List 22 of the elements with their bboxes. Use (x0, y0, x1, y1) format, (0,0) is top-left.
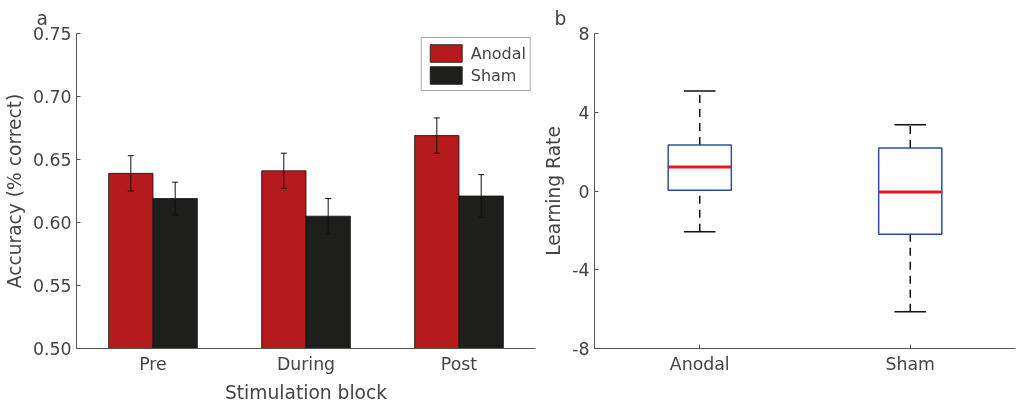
chart-title: b (554, 7, 567, 29)
y-tick-label: 8 (578, 24, 590, 44)
y-tick-label: 0.75 (32, 24, 72, 44)
y-tick-label: -4 (572, 260, 590, 281)
x-tick-label: Pre (139, 353, 167, 374)
y-tick-label: 0.70 (32, 87, 72, 107)
y-tick-label: 0.50 (32, 339, 72, 359)
y-tick-label: 0.55 (32, 276, 72, 296)
legend-label: Anodal (470, 43, 526, 63)
y-tick-label: 0 (578, 181, 590, 202)
y-tick-label: 0.60 (32, 213, 72, 233)
y-tick-label: -8 (572, 339, 590, 359)
x-axis-title: Stimulation block (224, 381, 388, 403)
y-axis-title: Learning Rate (543, 126, 565, 256)
x-tick-label: Sham (885, 353, 935, 374)
y-tick-label: 4 (578, 102, 590, 123)
x-tick-label: Post (440, 353, 478, 374)
y-axis-title: Accuracy (% correct) (3, 93, 25, 289)
x-tick-label: Anodal (669, 353, 730, 374)
x-tick-label: During (276, 353, 336, 374)
legend-label: Sham (470, 65, 517, 85)
y-tick-label: 0.65 (32, 150, 72, 170)
